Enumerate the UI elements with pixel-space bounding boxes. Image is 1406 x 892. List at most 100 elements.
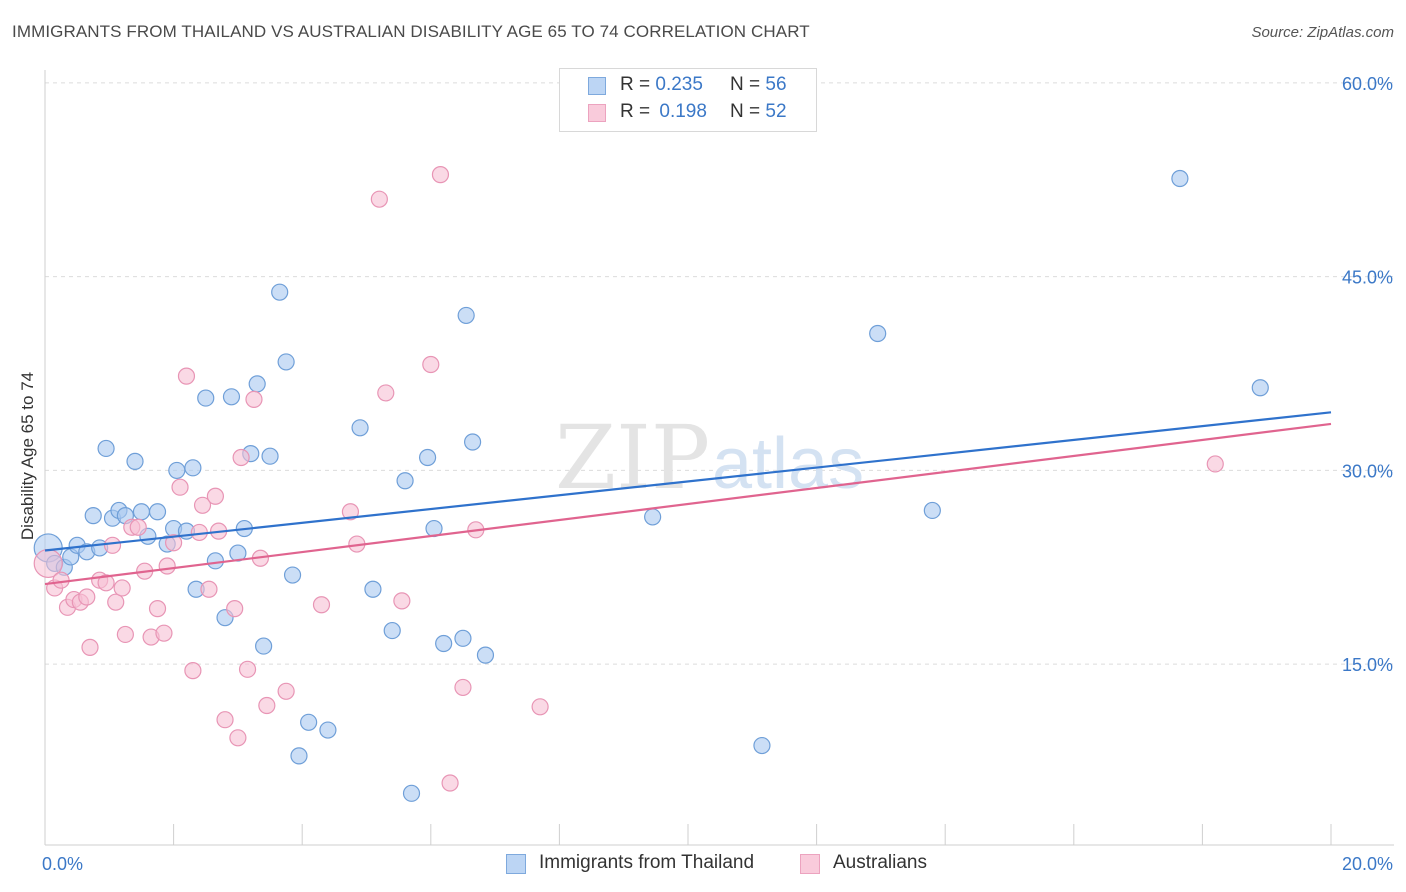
australians-point xyxy=(107,593,125,611)
australians-point xyxy=(97,574,115,592)
thailand-swatch xyxy=(588,77,606,95)
trend-line-thailand xyxy=(44,411,1332,552)
australians-point xyxy=(158,557,176,575)
australians-point xyxy=(370,190,388,208)
n-value: 56 xyxy=(765,74,787,95)
y-tick-label: 45.0% xyxy=(1342,268,1393,288)
y-tick-label: 15.0% xyxy=(1342,655,1393,675)
r-value: 0.235 xyxy=(655,74,703,95)
australians-point xyxy=(184,662,202,680)
y-tick-label: 60.0% xyxy=(1342,74,1393,94)
thailand-point xyxy=(290,747,308,765)
thailand-point xyxy=(148,503,167,521)
thailand-point xyxy=(457,306,475,325)
x-tick-label: 0.0% xyxy=(42,854,83,874)
thailand-point xyxy=(364,580,382,598)
thailand-point xyxy=(168,461,186,480)
thailand-point xyxy=(418,448,437,467)
thailand-point xyxy=(184,459,202,477)
thailand-point xyxy=(84,507,102,525)
trend-lines xyxy=(44,411,1332,586)
thailand-point xyxy=(396,472,414,490)
thailand-point xyxy=(261,447,279,465)
thailand-point xyxy=(402,784,421,802)
thailand-point xyxy=(126,452,144,470)
watermark: ZIP atlas xyxy=(555,406,864,509)
australians-point xyxy=(1206,455,1224,473)
chart-title: IMMIGRANTS FROM THAILAND VS AUSTRALIAN D… xyxy=(12,22,810,41)
r-label: R = xyxy=(620,74,651,95)
australians-point xyxy=(393,592,411,610)
australians-point xyxy=(116,625,134,644)
australians-point xyxy=(232,448,250,467)
source-label: Source: ZipAtlas.com xyxy=(1251,24,1394,41)
thailand-point xyxy=(300,713,318,731)
australians-point xyxy=(431,166,450,184)
australians-point xyxy=(129,518,147,536)
australians-point xyxy=(422,355,440,374)
stats-legend: R = 0.235 N = 56 R = 0.198 N = 52 xyxy=(559,68,817,132)
australians-point xyxy=(148,600,167,618)
thailand-point xyxy=(255,637,273,655)
y-tick-label: 30.0% xyxy=(1342,461,1393,481)
australians-point xyxy=(200,580,218,598)
y-axis-label: Disability Age 65 to 74 xyxy=(18,372,37,540)
australians-swatch xyxy=(588,104,606,122)
australians-point xyxy=(454,678,472,697)
thailand-point xyxy=(435,634,453,653)
australians-point xyxy=(78,588,96,606)
thailand-point xyxy=(222,388,241,406)
thailand-point xyxy=(923,501,941,520)
thailand-point xyxy=(1171,169,1189,188)
australians-point xyxy=(81,638,99,656)
n-value: 52 xyxy=(765,101,787,122)
australians-point xyxy=(171,478,189,496)
thailand-point xyxy=(283,566,302,584)
thailand-point xyxy=(1251,379,1269,397)
thailand-point xyxy=(454,629,472,647)
n-label: N = xyxy=(730,101,761,122)
thailand-point xyxy=(197,389,215,407)
thailand-point xyxy=(753,736,771,755)
axes xyxy=(44,70,1394,846)
australians-point xyxy=(206,487,224,505)
legend-swatch-australians xyxy=(800,854,820,874)
australians-point xyxy=(258,696,276,715)
australians-point xyxy=(312,596,331,614)
y-tick-labels: 15.0% 30.0% 45.0% 60.0% xyxy=(1342,74,1393,675)
australians-point xyxy=(377,384,395,402)
n-label: N = xyxy=(730,74,761,95)
thailand-point xyxy=(869,324,887,343)
r-label: R = xyxy=(620,101,651,122)
australians-point xyxy=(441,774,459,792)
thailand-point xyxy=(351,419,369,437)
thailand-point xyxy=(476,646,495,664)
australians-point xyxy=(226,600,244,618)
australians-point xyxy=(245,390,263,408)
australians-point xyxy=(52,571,70,589)
australians-point xyxy=(531,698,549,716)
grid-lines xyxy=(45,82,1394,665)
australians-point xyxy=(165,534,183,552)
thailand-point xyxy=(271,283,289,301)
australians-point xyxy=(277,682,295,700)
australians-point xyxy=(113,579,131,597)
australians-point xyxy=(238,660,257,678)
trend-line-australians xyxy=(44,422,1332,586)
thailand-point xyxy=(277,353,295,371)
legend-swatch-thailand xyxy=(506,854,526,874)
legend-label-australians: Australians xyxy=(833,852,927,873)
australians-point xyxy=(193,496,212,514)
australians-point xyxy=(341,503,360,521)
legend-label-thailand: Immigrants from Thailand xyxy=(539,852,755,873)
x-tick-labels: 0.0% 20.0% xyxy=(42,854,1393,874)
australians-point xyxy=(103,536,122,554)
australians-point xyxy=(216,711,234,729)
australians-point xyxy=(155,624,173,642)
x-tick-label: 20.0% xyxy=(1342,854,1393,874)
thailand-point xyxy=(97,439,115,458)
thailand-point xyxy=(206,552,224,570)
r-value: 0.198 xyxy=(659,101,707,122)
thailand-point xyxy=(644,508,662,526)
australians-point xyxy=(229,729,247,747)
